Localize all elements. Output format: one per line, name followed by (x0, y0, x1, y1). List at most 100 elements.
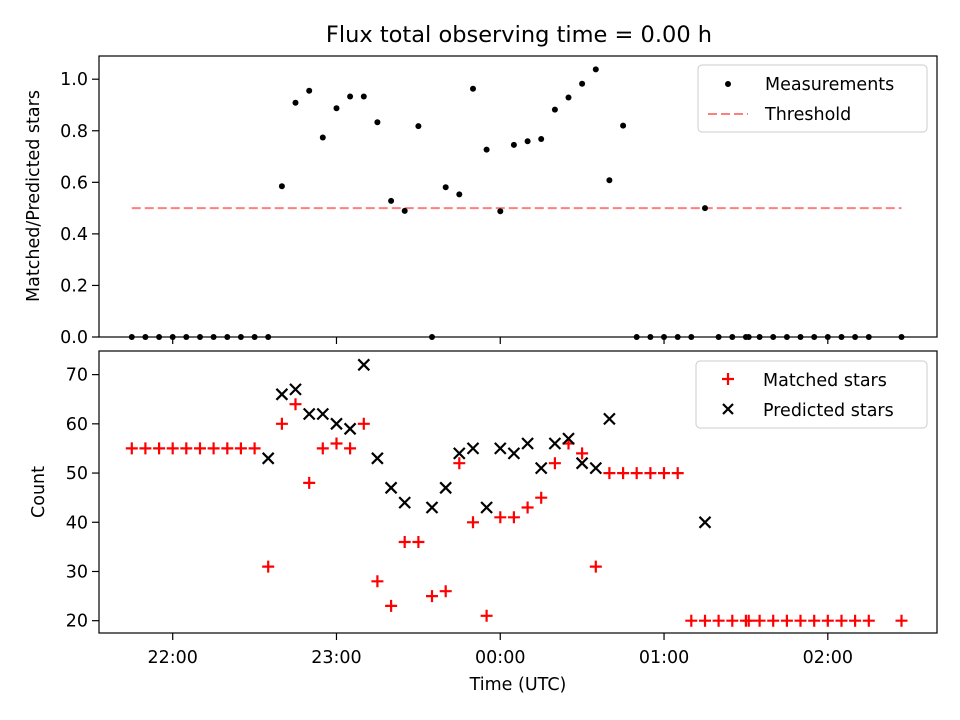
matched-point (194, 442, 206, 455)
counts-y-tick-label: 40 (66, 513, 88, 533)
predicted-point (439, 481, 452, 495)
matched-point (221, 442, 234, 455)
predicted-point (603, 412, 616, 426)
measurement-point (347, 93, 354, 100)
predicted-point (698, 516, 712, 529)
counts-y-tick-label: 20 (66, 612, 88, 632)
matched-point (316, 442, 329, 455)
matched-point (685, 614, 698, 627)
matched-point (699, 614, 711, 627)
counts-x-tick-label: 22:00 (147, 648, 197, 668)
predicted-point (302, 407, 316, 421)
legend-label-threshold: Threshold (764, 105, 851, 125)
ratio-y-tick-label: 1.0 (60, 70, 88, 90)
counts-x-tick-label: 01:00 (639, 648, 689, 668)
matched-point (521, 501, 534, 514)
measurement-point (592, 66, 599, 73)
matched-point (303, 476, 316, 489)
measurement-point (551, 106, 558, 113)
predicted-point (330, 417, 343, 431)
measurement-point (306, 87, 313, 94)
matched-point (808, 614, 821, 627)
measurement-point (374, 119, 381, 126)
counts-y-axis-label: Count (29, 466, 49, 518)
predicted-point (384, 481, 398, 495)
predicted-point (398, 496, 411, 509)
counts-y-tick-label: 70 (66, 366, 88, 386)
matched-point (248, 442, 261, 455)
counts-axes-frame (98, 350, 938, 634)
measurement-point (538, 136, 545, 142)
matched-point (862, 614, 875, 627)
measurement-point (456, 191, 463, 198)
predicted-point (343, 422, 357, 436)
matched-point (780, 614, 793, 627)
predicted-point (453, 447, 466, 460)
measurement-point (292, 99, 299, 106)
ratio-axes-frame (98, 55, 938, 338)
predicted-point (562, 432, 575, 445)
measurement-point (510, 141, 517, 148)
measurement-point (565, 94, 572, 101)
counts-y-tick-label: 30 (66, 562, 88, 582)
matched-point (507, 511, 520, 524)
matched-point (289, 398, 302, 411)
matched-point (275, 417, 288, 430)
matched-point (385, 599, 398, 612)
matched-point (712, 614, 725, 627)
predicted-point (466, 442, 480, 455)
matched-point (153, 442, 166, 455)
matched-point (412, 536, 425, 548)
measurement-point (483, 146, 490, 153)
ratio-panel: 0.0 0.2 0.4 0.6 0.8 1.0 Matched/Predicted sta… (24, 55, 938, 348)
legend-label-measurements: Measurements (765, 75, 894, 95)
matched-point (821, 614, 834, 627)
matched-point (835, 614, 848, 627)
measurement-point (388, 197, 395, 204)
predicted-point (494, 442, 507, 455)
matched-point (671, 467, 684, 480)
measurement-point (333, 105, 340, 112)
counts-y-tick-label: 60 (66, 415, 88, 435)
ratio-y-tick-label: 0.2 (60, 276, 88, 296)
matched-point (453, 457, 466, 470)
counts-x-tick-label: 23:00 (311, 648, 361, 668)
figure-title: Flux total observing time = 0.00 h (326, 22, 712, 48)
matched-point (726, 614, 739, 627)
measurement-point (401, 207, 408, 214)
measurements-legend-marker (725, 81, 731, 87)
matched-point (180, 442, 193, 455)
matched-point (630, 467, 643, 480)
predicted-point (521, 437, 534, 450)
matched-point (480, 609, 493, 622)
matched-point (426, 590, 438, 603)
matched-point (535, 491, 548, 504)
measurement-point (524, 138, 531, 145)
counts-x-ticks: 22:00 23:00 00:00 01:00 02:00 (147, 633, 853, 668)
predicted-legend-marker (722, 403, 734, 415)
matched-point (895, 614, 908, 627)
matched-point (125, 442, 138, 455)
measurement-point (360, 93, 367, 100)
matched-point (357, 417, 370, 430)
matched-point (603, 467, 616, 480)
legend-label-predicted: Predicted stars (763, 401, 894, 421)
measurement-point (579, 80, 586, 87)
predicted-point (480, 501, 493, 514)
matched-point (371, 575, 384, 588)
measurement-point (620, 122, 627, 129)
predicted-point (534, 461, 548, 475)
matched-point (467, 516, 479, 529)
ratio-y-tick-label: 0.0 (60, 328, 88, 348)
measurement-point (497, 208, 504, 215)
predicted-point (275, 388, 289, 401)
ratio-y-ticks: 0.0 0.2 0.4 0.6 0.8 1.0 (60, 70, 99, 348)
measurement-point (702, 205, 708, 212)
matched-point (344, 442, 357, 455)
measurement-point (415, 123, 422, 130)
measurement-point (470, 85, 476, 92)
counts-legend-box (695, 360, 928, 429)
predicted-point (575, 456, 589, 470)
matched-point (234, 442, 247, 455)
matched-point (753, 614, 766, 627)
